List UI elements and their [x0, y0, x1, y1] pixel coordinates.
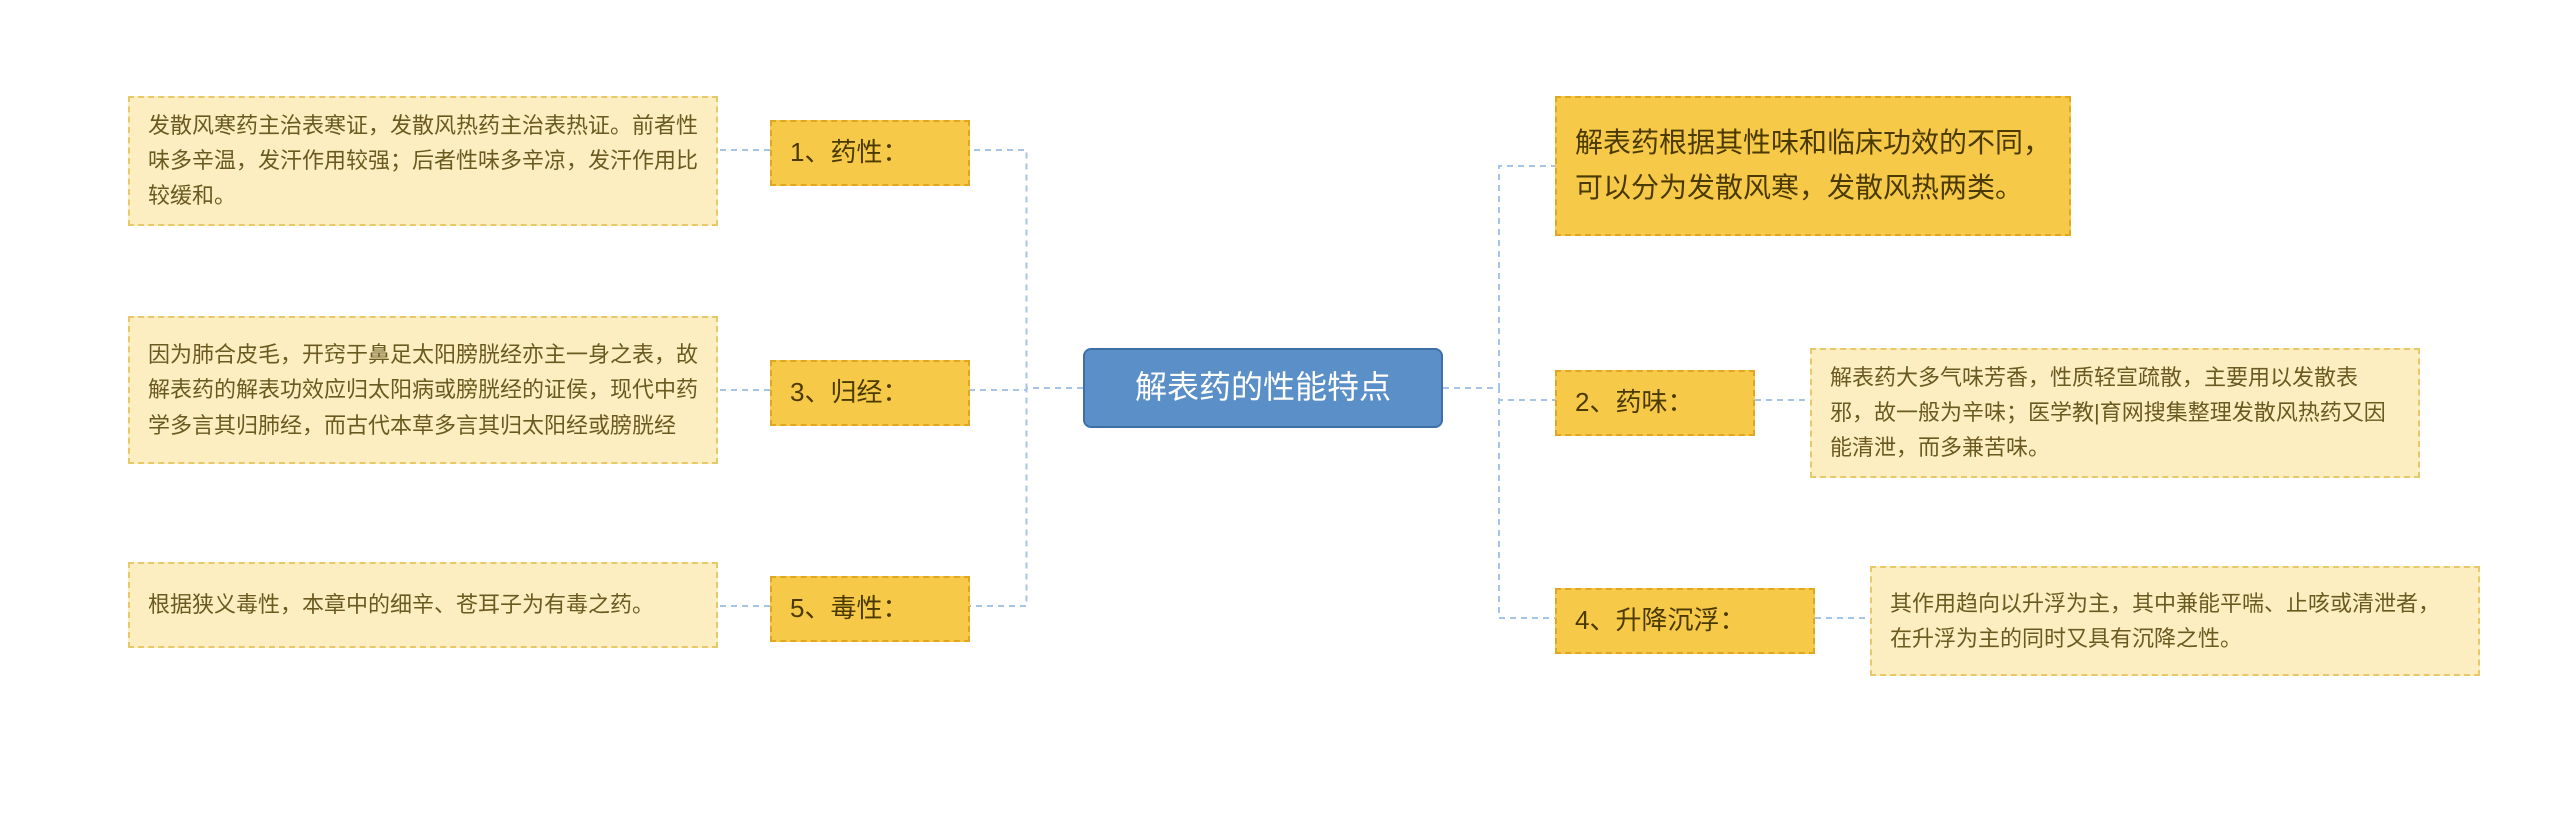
right-label-1: 2、药味： [1555, 370, 1755, 436]
left-label-2: 5、毒性： [770, 576, 970, 642]
right-label-2: 4、升降沉浮： [1555, 588, 1815, 654]
left-label-1: 3、归经： [770, 360, 970, 426]
right-detail-2: 其作用趋向以升浮为主，其中兼能平喘、止咳或清泄者，在升浮为主的同时又具有沉降之性… [1870, 566, 2480, 676]
left-label-0: 1、药性： [770, 120, 970, 186]
center-node: 解表药的性能特点 [1083, 348, 1443, 428]
right-detail-0: 解表药根据其性味和临床功效的不同，可以分为发散风寒，发散风热两类。 [1555, 96, 2071, 236]
left-detail-1: 因为肺合皮毛，开窍于鼻足太阳膀胱经亦主一身之表，故解表药的解表功效应归太阳病或膀… [128, 316, 718, 464]
left-detail-0: 发散风寒药主治表寒证，发散风热药主治表热证。前者性味多辛温，发汗作用较强；后者性… [128, 96, 718, 226]
left-detail-2: 根据狭义毒性，本章中的细辛、苍耳子为有毒之药。 [128, 562, 718, 648]
right-detail-1: 解表药大多气味芳香，性质轻宣疏散，主要用以发散表邪，故一般为辛味；医学教|育网搜… [1810, 348, 2420, 478]
